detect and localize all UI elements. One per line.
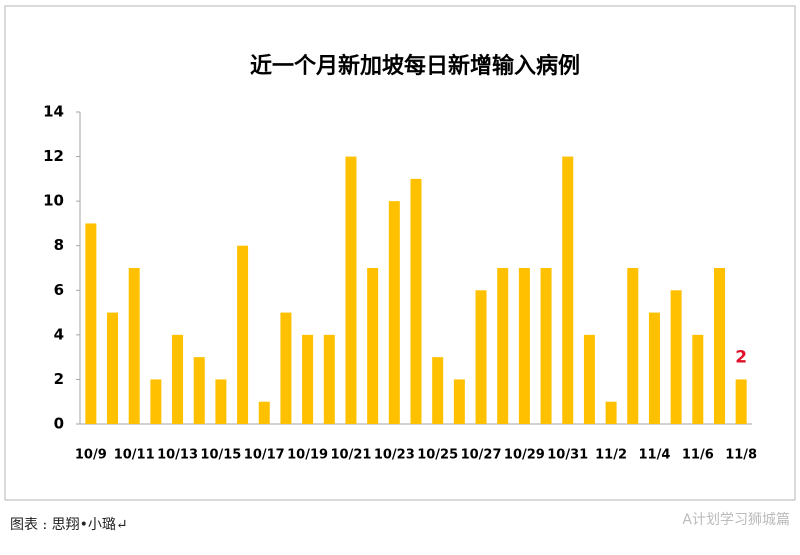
- x-tick-label: 10/17: [244, 448, 285, 463]
- bar: [475, 290, 487, 424]
- chart-title: 近一个月新加坡每日新增输入病例: [250, 53, 580, 79]
- caption: 图表 : 思翔•小璐↵: [10, 517, 128, 533]
- bar: [128, 268, 140, 424]
- bar: [583, 334, 595, 424]
- x-tick-label: 11/4: [639, 448, 671, 463]
- data-label: 2: [735, 347, 747, 367]
- y-tick-label: 2: [54, 370, 64, 388]
- x-tick-label: 10/25: [417, 448, 458, 463]
- bar: [323, 334, 335, 424]
- bar: [627, 268, 639, 424]
- bar: [172, 334, 184, 424]
- bar: [388, 201, 400, 424]
- x-tick-label: 11/2: [595, 448, 627, 463]
- watermark: A计划学习狮城篇: [682, 512, 790, 528]
- y-tick-label: 8: [54, 236, 64, 254]
- x-tick-label: 10/29: [504, 448, 545, 463]
- y-tick-label: 12: [43, 147, 64, 165]
- y-tick-label: 4: [54, 325, 64, 343]
- y-tick-label: 10: [43, 192, 64, 210]
- x-tick-label: 10/9: [75, 448, 107, 463]
- x-tick-label: 10/31: [547, 448, 588, 463]
- bar: [692, 334, 704, 424]
- bar: [367, 268, 379, 424]
- bar: [453, 379, 465, 424]
- bar: [605, 401, 617, 424]
- bar: [345, 156, 357, 425]
- x-tick-label: 11/8: [725, 448, 757, 463]
- bar: [518, 268, 530, 424]
- y-tick-label: 6: [54, 281, 64, 299]
- bar: [280, 312, 292, 424]
- y-tick-label: 14: [43, 103, 64, 121]
- x-tick-label: 10/13: [157, 448, 198, 463]
- x-tick-label: 10/27: [461, 448, 502, 463]
- x-tick-label: 10/15: [200, 448, 241, 463]
- x-tick-label: 11/6: [682, 448, 714, 463]
- bar: [432, 357, 444, 424]
- bar: [237, 245, 249, 424]
- x-tick-label: 10/23: [374, 448, 415, 463]
- bar: [497, 268, 509, 424]
- x-tick-label: 10/11: [114, 448, 155, 463]
- bar: [107, 312, 119, 424]
- y-tick-label: 0: [54, 415, 64, 433]
- x-tick-label: 10/19: [287, 448, 328, 463]
- bar: [150, 379, 162, 424]
- bar: [193, 357, 205, 424]
- bar: [258, 401, 270, 424]
- bar: [562, 156, 574, 425]
- bar: [215, 379, 227, 424]
- bar: [713, 268, 725, 424]
- chart-frame: [4, 5, 796, 501]
- x-tick-label: 10/21: [330, 448, 371, 463]
- bar: [302, 334, 314, 424]
- bar: [670, 290, 682, 424]
- bar: [735, 379, 747, 424]
- bar: [540, 268, 552, 424]
- bar: [410, 178, 422, 424]
- bar: [85, 223, 97, 424]
- bar: [648, 312, 660, 424]
